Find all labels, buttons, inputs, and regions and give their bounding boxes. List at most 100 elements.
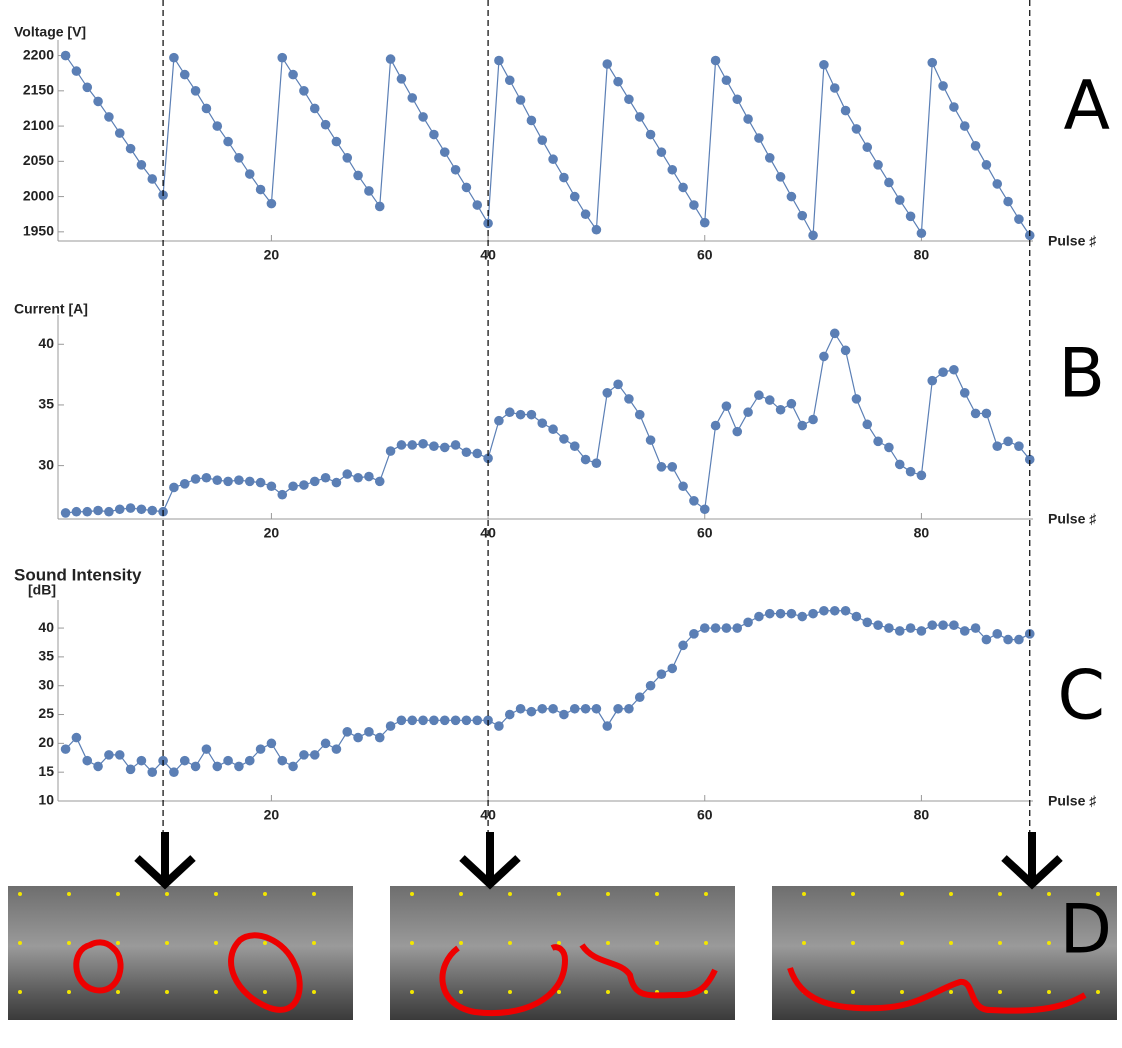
data-point <box>212 121 223 131</box>
data-point <box>461 447 472 458</box>
data-point <box>602 59 613 69</box>
data-point <box>364 471 374 482</box>
data-point <box>537 135 548 145</box>
data-point <box>851 611 862 622</box>
data-point <box>114 128 125 138</box>
data-point <box>548 154 558 165</box>
data-point <box>461 182 472 193</box>
data-point <box>223 755 233 766</box>
data-point <box>645 129 656 140</box>
data-point <box>981 408 992 419</box>
data-point <box>93 505 103 516</box>
data-point <box>938 620 948 630</box>
arrows <box>134 832 1063 890</box>
data-point <box>656 147 667 157</box>
data-point <box>483 453 493 464</box>
data-point <box>786 398 797 409</box>
data-point <box>862 142 873 153</box>
data-point <box>949 620 959 630</box>
data-point <box>407 93 418 103</box>
data-point <box>190 86 201 96</box>
data-point <box>992 441 1003 451</box>
data-point <box>721 401 732 411</box>
x-tick-label: 20 <box>264 247 280 263</box>
data-point <box>786 608 797 619</box>
data-point <box>515 409 526 420</box>
data-point <box>418 715 428 726</box>
y-tick-label: 25 <box>38 705 54 721</box>
data-point <box>949 102 959 112</box>
data-point <box>775 404 786 415</box>
data-point <box>992 179 1003 189</box>
y-tick-label: 40 <box>38 619 54 635</box>
data-point <box>689 629 699 639</box>
data-point <box>234 153 244 163</box>
data-point <box>916 470 927 481</box>
data-point <box>743 617 753 628</box>
data-point <box>786 191 797 202</box>
data-point <box>797 210 808 221</box>
data-point <box>602 721 613 731</box>
y-tick-label: 30 <box>38 456 54 472</box>
y-tick-label: 35 <box>38 396 54 412</box>
data-point <box>374 732 385 743</box>
data-point <box>537 703 548 714</box>
data-point <box>353 472 363 483</box>
data-point <box>71 732 82 743</box>
data-point <box>808 230 818 241</box>
data-point <box>829 328 840 339</box>
data-point <box>364 186 374 196</box>
y-axis-label: Current [A] <box>14 301 88 317</box>
data-point <box>851 124 862 134</box>
data-point <box>82 82 93 93</box>
data-point <box>201 472 212 483</box>
y-axis-label: Sound Intensity <box>14 565 142 584</box>
data-point <box>114 504 125 515</box>
data-point <box>374 476 385 487</box>
data-point <box>905 466 916 477</box>
data-point <box>678 640 688 651</box>
data-point <box>862 419 873 430</box>
data-point <box>743 407 753 418</box>
data-point <box>559 709 569 720</box>
data-point <box>851 394 862 404</box>
data-point <box>1024 454 1035 465</box>
data-point <box>819 351 829 362</box>
data-point <box>754 390 764 401</box>
data-point <box>374 201 385 212</box>
data-point <box>678 182 688 193</box>
data-point <box>938 367 948 377</box>
data-point <box>1014 634 1024 645</box>
data-point <box>938 81 948 91</box>
data-point <box>331 136 342 147</box>
data-point <box>472 448 483 459</box>
data-point <box>418 112 428 122</box>
data-point <box>93 761 103 772</box>
data-point <box>656 669 667 679</box>
data-point <box>754 611 764 622</box>
data-point <box>429 441 439 451</box>
data-point <box>602 388 613 398</box>
data-point <box>342 153 353 163</box>
data-point <box>613 379 623 390</box>
data-point <box>743 114 753 124</box>
data-point <box>299 750 309 760</box>
data-point <box>699 217 710 228</box>
data-point <box>320 472 331 483</box>
data-point <box>1014 214 1024 224</box>
data-point <box>873 160 883 170</box>
data-point <box>645 680 656 691</box>
data-point <box>613 703 623 714</box>
y-tick-label: 15 <box>38 763 54 779</box>
x-tick-label: 80 <box>914 525 930 541</box>
data-point <box>82 755 93 766</box>
data-point <box>234 475 244 485</box>
y-tick-label: 40 <box>38 335 54 351</box>
data-point <box>320 119 331 130</box>
data-point <box>71 66 82 76</box>
data-point <box>407 715 418 726</box>
data-point <box>862 617 873 628</box>
data-point <box>1014 441 1024 451</box>
data-point <box>450 715 461 726</box>
